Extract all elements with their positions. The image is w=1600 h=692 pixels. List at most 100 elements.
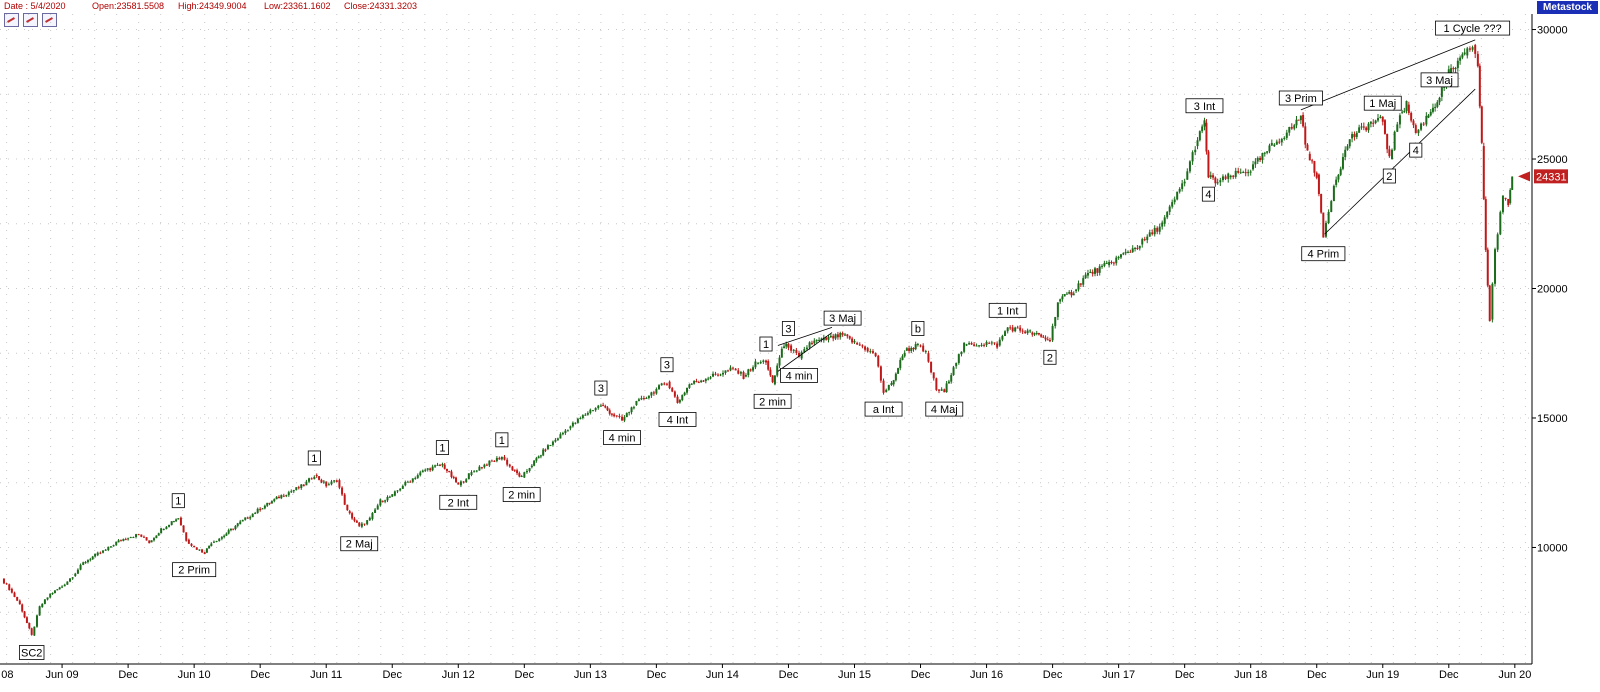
- wave-label-text: 1 Cycle ???: [1444, 23, 1502, 35]
- price-bar-body: [480, 467, 483, 469]
- price-bar-body: [1112, 262, 1115, 264]
- price-bar-body: [523, 472, 526, 478]
- price-bar-body: [1009, 327, 1012, 329]
- price-bar-body: [1398, 115, 1401, 125]
- price-bar-body: [566, 430, 569, 432]
- price-bar-body: [1093, 268, 1096, 274]
- wave-label: SC2: [18, 645, 45, 660]
- chart-tool-icon[interactable]: [42, 13, 57, 27]
- price-bar-body: [251, 513, 254, 518]
- price-bar-body: [1383, 120, 1386, 134]
- price-bar-body: [729, 367, 732, 371]
- price-bar-body: [717, 374, 720, 376]
- price-bar-body: [594, 408, 597, 411]
- wave-label-text: 1 Maj: [1369, 98, 1396, 110]
- price-bar-body: [1044, 337, 1047, 340]
- price-bar-body: [1285, 132, 1288, 138]
- price-bar-body: [360, 523, 363, 527]
- price-bar-body: [1117, 257, 1120, 259]
- price-bar-body: [810, 342, 813, 344]
- price-bar-body: [1051, 326, 1054, 341]
- price-bar-body: [726, 370, 729, 372]
- price-bar-body: [322, 481, 325, 483]
- x-tick-label: Dec: [779, 669, 799, 681]
- price-bar-body: [145, 537, 148, 541]
- wave-label-box: [594, 380, 608, 396]
- price-bar-body: [1391, 149, 1394, 160]
- price-bar-body: [1016, 327, 1019, 329]
- price-bar-body: [765, 360, 767, 363]
- price-bar-body: [46, 597, 49, 600]
- price-bar-body: [1242, 172, 1245, 174]
- price-bar-body: [483, 464, 486, 468]
- price-bar-body: [537, 456, 540, 459]
- price-bar-body: [618, 415, 621, 417]
- price-bar-body: [1414, 125, 1417, 134]
- wave-label-text: 3: [598, 383, 604, 395]
- wave-label-box: [780, 368, 818, 383]
- price-bar-body: [564, 430, 567, 434]
- price-bar-body: [834, 334, 837, 339]
- price-bar-body: [467, 473, 470, 480]
- wave-label: 4 min: [780, 368, 818, 383]
- price-bar-body: [160, 528, 163, 534]
- price-bar-body: [798, 352, 801, 357]
- price-bar-body: [1176, 191, 1179, 200]
- price-bar-body: [908, 348, 911, 351]
- wave-label: 2: [1382, 168, 1396, 184]
- price-bar-body: [102, 550, 105, 553]
- price-bar-body: [212, 541, 215, 543]
- price-bar-body: [1115, 257, 1118, 264]
- price-bar-body: [182, 525, 185, 533]
- price-bar-body: [416, 475, 419, 478]
- price-bar-body: [1403, 110, 1406, 112]
- price-bar-body: [187, 539, 190, 544]
- open-readout: Open:23581.5508: [92, 1, 165, 11]
- price-bar-body: [1420, 123, 1423, 130]
- price-info-bar: Date : 5/4/2020 Open:23581.5508 High:243…: [0, 0, 1600, 12]
- price-bar-body: [785, 343, 788, 347]
- price-bar-body: [608, 410, 611, 414]
- price-bar-body: [1304, 126, 1307, 145]
- price-bar-body: [399, 488, 402, 491]
- price-bar-body: [1203, 120, 1206, 127]
- price-bar-body: [325, 481, 328, 487]
- price-bar-body: [1029, 330, 1032, 332]
- price-bar-body: [25, 617, 28, 623]
- price-bar-body: [808, 342, 811, 348]
- chart-tool-icon[interactable]: [23, 13, 38, 27]
- wave-label-text: 1 Int: [997, 305, 1018, 317]
- price-bar-body: [879, 366, 882, 381]
- price-bar-body: [1270, 142, 1273, 146]
- price-bar-body: [1158, 226, 1161, 232]
- price-bar-body: [877, 355, 880, 367]
- price-bar-body: [1075, 289, 1078, 292]
- price-bar-body: [947, 381, 950, 384]
- price-bar-body: [21, 604, 24, 612]
- price-bar-body: [1004, 331, 1007, 336]
- price-bar-body: [401, 485, 404, 489]
- wave-label: 2: [1043, 349, 1057, 365]
- price-bar-body: [778, 357, 781, 366]
- price-bar-body: [300, 484, 303, 488]
- price-bar-body: [338, 480, 341, 488]
- wave-label: 1 Int: [988, 302, 1027, 318]
- price-bar-body: [1293, 125, 1296, 129]
- x-tick-label: Dec: [1307, 669, 1327, 681]
- price-bar-body: [762, 360, 765, 362]
- price-bar-body: [1153, 227, 1156, 235]
- price-bar-body: [615, 415, 618, 417]
- price-bar-body: [719, 374, 722, 376]
- price-bar-body: [551, 441, 554, 446]
- chart-tool-icon[interactable]: [4, 13, 19, 27]
- price-bar-body: [773, 375, 776, 385]
- x-tick-label: Dec: [1439, 669, 1459, 681]
- price-bar-body: [1124, 251, 1127, 254]
- price-bar-body: [1339, 168, 1342, 175]
- wave-label-box: [1043, 349, 1057, 365]
- wave-label-box: [911, 321, 925, 336]
- price-bar-body: [704, 379, 707, 382]
- wave-label-box: [781, 321, 795, 336]
- price-bar-body: [246, 517, 249, 519]
